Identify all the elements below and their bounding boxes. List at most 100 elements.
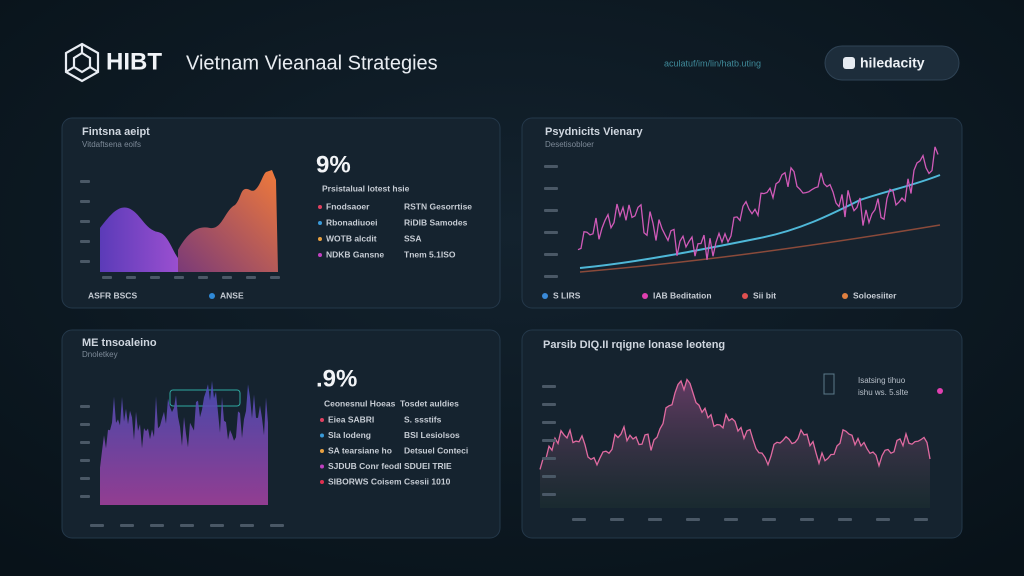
inset-text: Isatsing tihuo <box>858 376 906 385</box>
spike-area <box>100 380 268 505</box>
axis-label-placeholder <box>90 524 104 527</box>
axis-label-placeholder <box>150 276 160 279</box>
price-line <box>577 146 939 260</box>
header-button[interactable] <box>824 45 960 81</box>
area-chart <box>100 207 178 272</box>
stat-value: 9% <box>316 151 351 178</box>
list-value: BSI Lesiolsos <box>404 430 460 440</box>
axis-label-placeholder <box>542 385 556 388</box>
legend-dot <box>842 293 848 299</box>
page-title: Vietnam Vieanaal Strategies <box>186 52 438 74</box>
legend-dot <box>742 293 748 299</box>
inset-dot <box>937 388 943 394</box>
legend-item: S LIRS <box>553 290 581 300</box>
axis-label-placeholder <box>246 276 256 279</box>
list-bullet <box>320 464 324 469</box>
axis-label-placeholder <box>210 524 224 527</box>
axis-label-placeholder <box>174 276 184 279</box>
list-label: Eiea SABRI <box>328 414 374 424</box>
axis-label-placeholder <box>544 187 558 190</box>
button-icon <box>843 57 855 69</box>
list-bullet <box>318 221 322 225</box>
axis-label-placeholder <box>914 518 928 521</box>
list-value: RSTN Gesorrtise <box>404 201 472 211</box>
axis-label-placeholder <box>80 495 90 498</box>
panel-subtitle: Desetisobloer <box>545 140 594 149</box>
list-title: Prsistalual lotest hsie <box>322 183 410 193</box>
area-fill <box>540 379 930 508</box>
list-bullet <box>320 433 324 438</box>
axis-label-placeholder <box>876 518 890 521</box>
axis-label-placeholder <box>544 209 558 212</box>
button-label[interactable]: hiledacity <box>860 55 925 71</box>
list-label: SJDUB Conr feodl <box>328 461 402 471</box>
legend-item: ANSE <box>220 290 244 300</box>
axis-label-placeholder <box>150 524 164 527</box>
axis-label-placeholder <box>80 459 90 462</box>
axis-label-placeholder <box>648 518 662 521</box>
axis-label-placeholder <box>80 220 90 223</box>
axis-label-placeholder <box>80 180 90 183</box>
panel-title: Psydnicits Vienary <box>545 126 644 138</box>
list-value: SDUEI TRIE <box>404 461 452 471</box>
legend-item: ASFR BSCS <box>88 290 137 300</box>
panel-title: Fintsna aeipt <box>82 126 150 138</box>
axis-label-placeholder <box>180 524 194 527</box>
list-bullet <box>320 480 324 484</box>
axis-label-placeholder <box>80 200 90 203</box>
legend-item: Soloesiiter <box>853 290 897 300</box>
list-title: Tosdet auldies <box>400 398 459 408</box>
axis-label-placeholder <box>610 518 624 521</box>
list-label: WOTB alcdit <box>326 233 377 243</box>
axis-label-placeholder <box>240 524 254 527</box>
axis-label-placeholder <box>80 405 90 408</box>
list-value: S. ssstifs <box>404 414 442 424</box>
legend-item: Sii bit <box>753 290 776 300</box>
axis-label-placeholder <box>544 165 558 168</box>
axis-label-placeholder <box>800 518 814 521</box>
list-bullet <box>320 418 324 422</box>
panel-subtitle: Dnoletkey <box>82 350 118 359</box>
list-bullet <box>318 253 322 257</box>
logo-icon <box>64 42 100 83</box>
axis-label-placeholder <box>542 439 556 442</box>
axis-label-placeholder <box>762 518 776 521</box>
axis-label-placeholder <box>222 276 232 279</box>
list-label: NDKB Gansne <box>326 249 384 259</box>
axis-label-placeholder <box>724 518 738 521</box>
axis-label-placeholder <box>80 441 90 444</box>
list-value: Csesii 1010 <box>404 476 451 486</box>
url-text: aculatuf/im/lin/hatb.uting <box>664 58 761 68</box>
axis-label-placeholder <box>80 477 90 480</box>
legend-dot <box>209 293 215 299</box>
axis-label-placeholder <box>572 518 586 521</box>
axis-label-placeholder <box>544 275 558 278</box>
axis-label-placeholder <box>80 260 90 263</box>
axis-label-placeholder <box>544 231 558 234</box>
list-value: SSA <box>404 233 421 243</box>
panel-title: ME tnsoaleino <box>82 337 157 349</box>
panel-subtitle: Vitdaftsena eoifs <box>82 140 141 149</box>
area-line <box>539 378 931 470</box>
list-bullet <box>320 449 324 453</box>
list-title: Ceonesnul Hoeas <box>324 398 396 408</box>
trend-line <box>579 224 941 273</box>
axis-label-placeholder <box>542 493 556 496</box>
logo-text: HIBT <box>106 48 162 75</box>
axis-label-placeholder <box>120 524 134 527</box>
axis-label-placeholder <box>80 240 90 243</box>
axis-label-placeholder <box>126 276 136 279</box>
panel-title: Parsib DIQ.II rqigne lonase leoteng <box>543 339 725 351</box>
axis-label-placeholder <box>838 518 852 521</box>
trend-line <box>579 174 941 269</box>
axis-label-placeholder <box>542 421 556 424</box>
legend-dot <box>542 293 548 299</box>
list-value: Detsuel Conteci <box>404 445 468 455</box>
list-label: Sla lodeng <box>328 430 371 440</box>
axis-label-placeholder <box>542 403 556 406</box>
area-chart <box>178 170 278 272</box>
stat-value: .9% <box>316 365 357 392</box>
axis-label-placeholder <box>686 518 700 521</box>
axis-label-placeholder <box>542 475 556 478</box>
